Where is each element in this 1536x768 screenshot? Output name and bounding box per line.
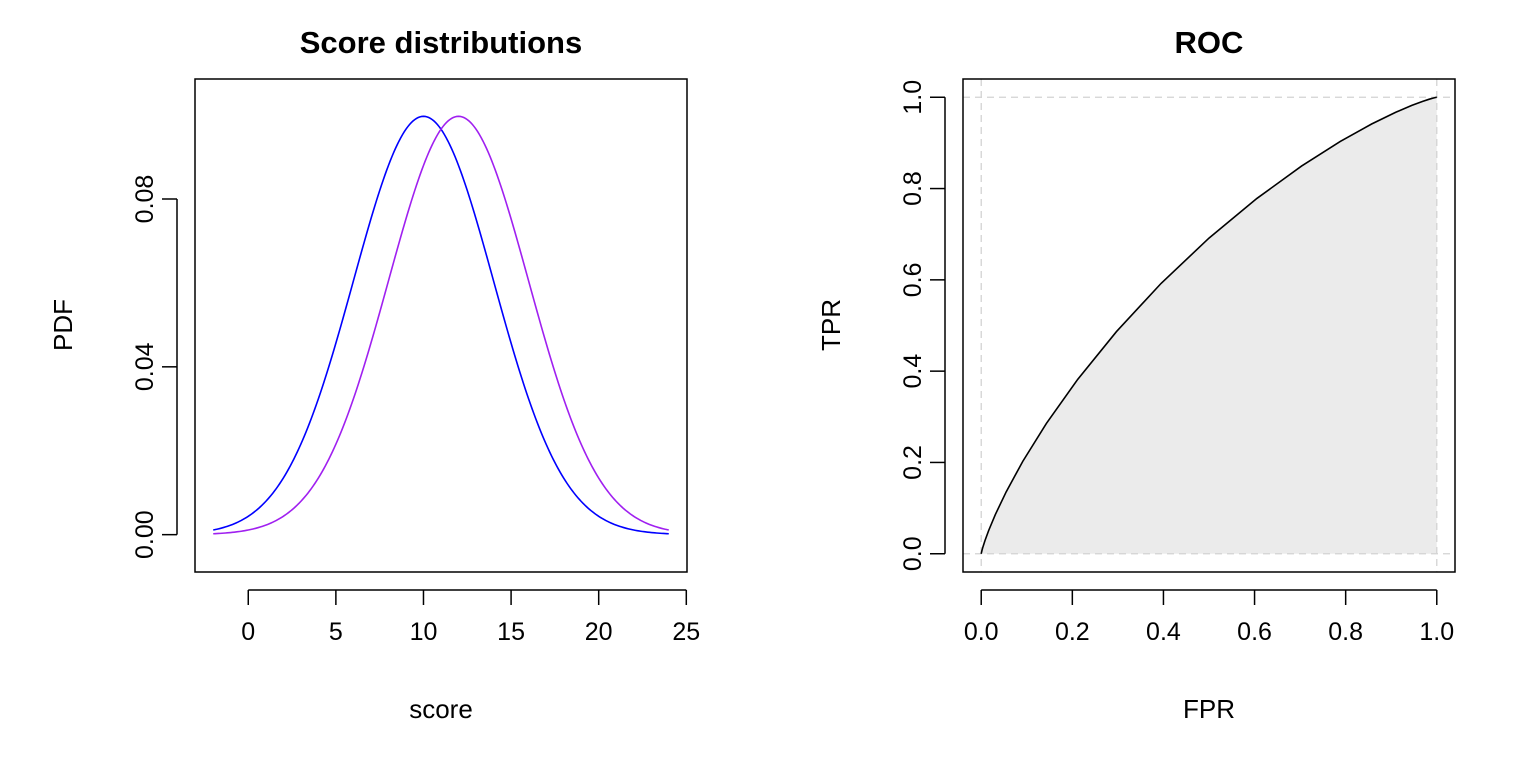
- x-axis: 0.0 0.2 0.4 0.6 0.8 1.0: [964, 589, 1454, 646]
- x-axis-label: FPR: [1183, 694, 1235, 724]
- x-tick-label: 1.0: [1419, 618, 1454, 646]
- y-axis-label: PDF: [48, 299, 78, 351]
- area-fill: [981, 97, 1437, 554]
- panel-roc: ROC 0.0 0.2 0.4 0.6 0.8 1.0 0.0 0.2 0.4 0.6 0.8 1.…: [816, 25, 1456, 724]
- y-tick-label: 1.0: [899, 80, 927, 115]
- chart-title: ROC: [1175, 25, 1244, 60]
- x-axis-label: score: [409, 694, 473, 724]
- series-lines: [980, 96, 1437, 554]
- series-lines: [213, 115, 669, 535]
- x-tick-label: 0.8: [1328, 618, 1363, 646]
- x-tick-label: 0: [241, 618, 255, 646]
- y-tick-label: 0.8: [899, 171, 927, 206]
- series-line: [213, 115, 669, 535]
- y-axis: 0.00 0.04 0.08: [131, 175, 178, 559]
- y-tick-label: 0.4: [899, 354, 927, 389]
- plot-frame: [962, 78, 1456, 573]
- panel-score-distributions: Score distributions 0 5 10 15 20 25 0.000.040…: [48, 25, 700, 724]
- x-tick-label: 25: [672, 618, 700, 646]
- y-axis-label: TPR: [816, 299, 846, 351]
- y-tick-label: 0.08: [131, 175, 159, 224]
- series-line: [213, 115, 669, 535]
- roc-curve: [980, 96, 1437, 554]
- y-tick-label: 0.04: [131, 342, 159, 391]
- x-tick-label: 0.4: [1146, 618, 1181, 646]
- auc-area: [981, 97, 1437, 554]
- x-tick-label: 15: [497, 618, 525, 646]
- chart-title: Score distributions: [300, 25, 582, 60]
- plot-frame: [194, 78, 688, 573]
- x-tick-label: 0.6: [1237, 618, 1272, 646]
- x-tick-label: 0.0: [964, 618, 999, 646]
- y-tick-label: 0.0: [899, 536, 927, 571]
- y-tick-label: 0.2: [899, 445, 927, 480]
- x-axis: 0 5 10 15 20 25: [241, 589, 700, 646]
- y-axis: 0.0 0.2 0.4 0.6 0.8 1.0: [899, 80, 946, 571]
- x-tick-label: 10: [410, 618, 438, 646]
- x-tick-label: 0.2: [1055, 618, 1090, 646]
- y-tick-label: 0.6: [899, 262, 927, 297]
- x-tick-label: 5: [329, 618, 343, 646]
- y-tick-label: 0.00: [131, 510, 159, 559]
- reference-lines: [963, 79, 1455, 572]
- x-tick-label: 20: [585, 618, 613, 646]
